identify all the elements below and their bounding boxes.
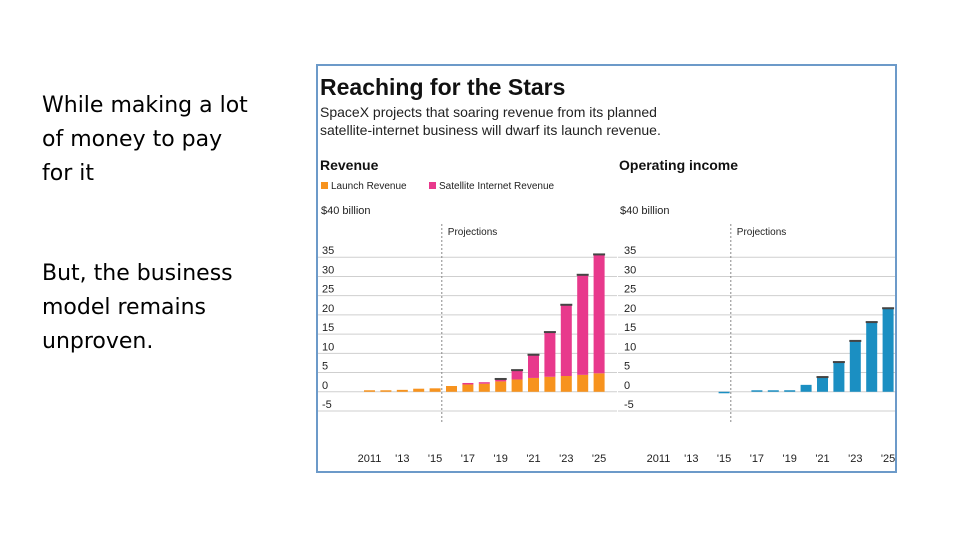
revenue-unit-label: $40 billion <box>321 205 371 217</box>
operating-x-tick-label: 2011 <box>647 453 671 465</box>
revenue-y-tick-label: -5 <box>322 399 332 411</box>
figure-subtitle-line2: satellite-internet business will dwarf i… <box>320 122 661 138</box>
revenue-plot: 35 30 25 20 15 10 5 0 -5 Projections 2011 '13 '15 '17… <box>318 224 617 465</box>
operating-x-tick-label: '21 <box>815 453 829 465</box>
revenue-bar-satellite <box>495 379 507 382</box>
revenue-y-tick-label: 35 <box>322 245 334 257</box>
operating-x-tick-label: '25 <box>881 453 895 465</box>
operating-x-tick-label: '23 <box>848 453 862 465</box>
revenue-bar-launch <box>446 386 457 392</box>
revenue-bar-cap <box>543 331 556 334</box>
revenue-x-tick-label: '15 <box>428 453 442 465</box>
revenue-bar-launch <box>429 388 441 392</box>
revenue-x-tick-label: '19 <box>494 453 508 465</box>
operating-bar <box>767 390 779 392</box>
revenue-bar-launch <box>528 377 539 392</box>
operating-y-tick-label: 5 <box>624 361 630 373</box>
operating-bar <box>800 384 812 392</box>
figure-subtitle-line1: SpaceX projects that soaring revenue fro… <box>320 104 657 120</box>
operating-bar-cap <box>865 321 878 324</box>
revenue-bar-satellite <box>577 275 589 375</box>
operating-bar <box>866 322 878 392</box>
revenue-bar-launch <box>396 389 408 392</box>
revenue-bar-cap <box>593 253 606 256</box>
operating-y-tick-label: 35 <box>624 245 636 257</box>
revenue-bar-satellite <box>593 254 605 374</box>
revenue-y-tick-label: 15 <box>322 322 334 334</box>
revenue-bar-launch <box>413 388 425 392</box>
revenue-x-tick-label: '23 <box>559 453 573 465</box>
operating-y-tick-label: 15 <box>624 322 636 334</box>
revenue-y-tick-label: 10 <box>322 341 334 353</box>
revenue-y-tick-label: 0 <box>322 380 328 392</box>
bullet-text-1: While making a lot of money to pay for i… <box>42 93 248 186</box>
revenue-y-tick-label: 25 <box>322 284 334 296</box>
figure-title: Reaching for the Stars <box>320 74 565 100</box>
revenue-bar-launch <box>478 383 490 392</box>
operating-x-tick-label: '19 <box>783 453 797 465</box>
revenue-bar-satellite <box>544 332 556 377</box>
revenue-x-tick-label: '21 <box>526 453 540 465</box>
revenue-y-tick-label: 5 <box>322 361 328 373</box>
operating-bar <box>751 390 763 392</box>
operating-y-tick-label: 20 <box>624 303 636 315</box>
chart-svg: Reaching for the Stars SpaceX projects t… <box>318 74 895 465</box>
operating-bar <box>784 390 796 392</box>
legend-satellite-label: Satellite Internet Revenue <box>439 181 555 192</box>
operating-y-tick-label: 10 <box>624 341 636 353</box>
operating-bar-cap <box>816 376 829 379</box>
legend-launch-label: Launch Revenue <box>331 181 407 192</box>
operating-projection-label: Projections <box>737 227 786 238</box>
revenue-bar-cap <box>560 303 573 306</box>
revenue-bar-launch <box>560 376 572 392</box>
revenue-bar-cap <box>576 273 589 276</box>
operating-bar-cap <box>849 339 862 342</box>
revenue-projection-label: Projections <box>448 227 497 238</box>
operating-bar <box>849 341 861 392</box>
operating-panel-title: Operating income <box>619 157 738 173</box>
revenue-bar-launch <box>462 384 474 392</box>
operating-bar <box>718 391 730 394</box>
revenue-bar-satellite <box>528 355 539 378</box>
revenue-bar-satellite <box>478 382 490 384</box>
revenue-x-tick-label: '25 <box>592 453 606 465</box>
operating-bar-cap <box>832 361 845 364</box>
operating-bar-cap <box>882 307 895 310</box>
operating-plot: 35 30 25 20 15 10 5 0 -5 Projections 2011 '13 '15 '17… <box>618 224 895 465</box>
revenue-bar-launch <box>511 379 523 392</box>
revenue-x-tick-label: 2011 <box>358 453 382 465</box>
revenue-bar-launch <box>577 374 589 392</box>
operating-bar <box>833 362 845 392</box>
legend-satellite-swatch <box>429 182 436 189</box>
revenue-y-tick-label: 30 <box>322 264 334 276</box>
operating-x-tick-label: '15 <box>717 453 731 465</box>
revenue-bar-satellite <box>511 370 523 380</box>
revenue-bar-launch <box>380 390 392 392</box>
revenue-bar-cap <box>511 369 524 372</box>
revenue-bar-satellite <box>560 305 572 377</box>
operating-x-tick-label: '13 <box>684 453 698 465</box>
operating-y-tick-label: 0 <box>624 380 630 392</box>
operating-bar <box>882 308 894 392</box>
bullet-text-2: But, the business model remains unproven… <box>42 261 233 354</box>
revenue-panel-title: Revenue <box>320 157 379 173</box>
revenue-x-tick-label: '17 <box>461 453 475 465</box>
operating-unit-label: $40 billion <box>620 205 670 217</box>
revenue-x-tick-label: '13 <box>395 453 409 465</box>
revenue-bar-satellite <box>462 382 474 385</box>
revenue-bar-launch <box>495 381 507 392</box>
operating-x-tick-label: '17 <box>750 453 764 465</box>
operating-bar <box>817 377 828 392</box>
revenue-bar-launch <box>593 373 605 392</box>
chart-figure: Reaching for the Stars SpaceX projects t… <box>316 64 897 473</box>
revenue-bar-cap <box>527 353 540 356</box>
revenue-bar-launch <box>364 390 375 392</box>
operating-y-tick-label: -5 <box>624 399 634 411</box>
operating-y-tick-label: 25 <box>624 284 636 296</box>
revenue-bar-cap <box>494 377 507 380</box>
revenue-bar-launch <box>544 376 556 392</box>
revenue-y-tick-label: 20 <box>322 303 334 315</box>
legend-launch-swatch <box>321 182 328 189</box>
operating-y-tick-label: 30 <box>624 264 636 276</box>
